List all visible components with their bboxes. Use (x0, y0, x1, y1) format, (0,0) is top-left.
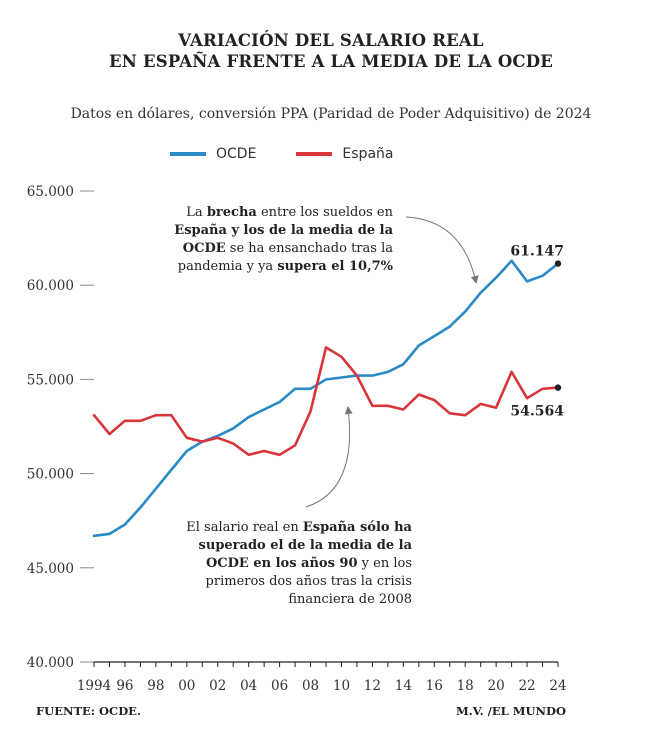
legend-item-espana: España (296, 146, 393, 162)
annotation-superado-line-5: financiera de 2008 (288, 592, 412, 607)
x-tick-label: 10 (333, 678, 350, 694)
legend-swatch-espana (296, 152, 333, 156)
x-tick-label: 16 (426, 678, 443, 694)
end-point-espana (554, 384, 562, 391)
x-tick-label: 18 (457, 678, 474, 694)
end-label-ocde: 61.147 (510, 244, 564, 260)
x-tick-label: 12 (364, 678, 381, 694)
end-label-espana: 54.564 (510, 404, 564, 420)
y-tick-label: 50.000 (27, 467, 74, 483)
annotation-brecha: La brecha entre los sueldos en España y … (174, 205, 393, 274)
y-tick-label: 40.000 (27, 655, 74, 671)
annotation-brecha-line-4: pandemia y ya supera el 10,7% (178, 259, 394, 274)
annotation-superado-line-2: superado el de la media de la (199, 538, 413, 553)
annotation-brecha-arrow (405, 216, 479, 284)
annotation-brecha-line-2: España y los de la media de la (174, 223, 393, 238)
y-tick-label: 60.000 (27, 278, 74, 294)
annotation-superado-arrow (305, 406, 353, 508)
chart-title-line-2: EN ESPAÑA FRENTE A LA MEDIA DE LA OCDE (108, 52, 554, 71)
annotation-superado-line-4: primeros dos años tras la crisis (206, 574, 412, 589)
y-tick-label: 55.000 (27, 372, 74, 388)
x-tick-label: 06 (271, 678, 288, 694)
annotation-brecha-line-1: La brecha entre los sueldos en (186, 205, 393, 220)
annotation-brecha-line-3: OCDE se ha ensanchado tras la (183, 241, 393, 256)
x-tick-label: 96 (116, 678, 133, 694)
legend-label-ocde: OCDE (216, 146, 257, 162)
x-tick-label: 00 (178, 678, 195, 694)
chart-title-line-1: VARIACIÓN DEL SALARIO REAL (178, 31, 484, 50)
x-tick-label: 20 (488, 678, 505, 694)
legend-item-ocde: OCDE (170, 146, 256, 162)
x-tick-label: 24 (549, 678, 566, 694)
annotation-espana-superado: El salario real en España sólo ha supera… (186, 520, 412, 607)
annotation-superado-line-3: OCDE en los años 90 y en los (206, 556, 412, 571)
x-tick-label: 14 (395, 678, 412, 694)
y-tick-label: 45.000 (27, 561, 74, 577)
series-line-espana (92, 346, 560, 457)
x-tick-label: 22 (518, 678, 535, 694)
x-tick-label: 1994 (77, 678, 111, 694)
series-line-ocde (92, 259, 560, 538)
chart-title: VARIACIÓN DEL SALARIO REAL EN ESPAÑA FRE… (0, 30, 662, 72)
y-tick-label: 65.000 (27, 184, 74, 200)
annotation-superado-line-1: El salario real en España sólo ha (186, 520, 412, 535)
x-tick-label: 04 (240, 678, 257, 694)
legend-label-espana: España (342, 146, 394, 162)
end-point-ocde (554, 260, 562, 267)
footer-source: FUENTE: OCDE. (36, 704, 141, 718)
x-tick-label: 08 (302, 678, 319, 694)
footer-credit: M.V. /EL MUNDO (456, 704, 566, 718)
x-tick-label: 98 (147, 678, 164, 694)
chart-legend: OCDE España (170, 146, 393, 162)
chart-subtitle: Datos en dólares, conversión PPA (Parida… (70, 106, 592, 122)
x-tick-label: 02 (209, 678, 226, 694)
legend-swatch-ocde (170, 152, 206, 156)
